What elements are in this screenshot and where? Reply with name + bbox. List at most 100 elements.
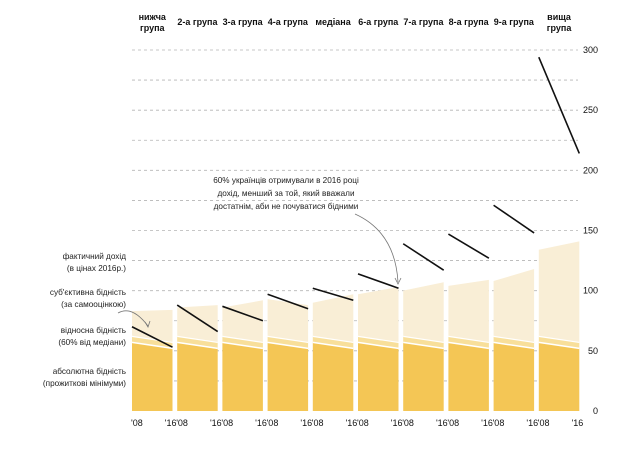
y-axis: 0 50 100 150 200 250 300 bbox=[583, 45, 598, 416]
relative-poverty-area bbox=[448, 336, 489, 349]
annotation-text: достатнім, аби не почуватися бідними bbox=[214, 202, 359, 211]
legend-label: суб'єктивна бідність bbox=[50, 288, 126, 297]
legend-label: (в цінах 2016р.) bbox=[67, 264, 126, 273]
annotation: 60% українців отримували в 2016 році дохі… bbox=[213, 176, 402, 285]
legend-label: відносна бідність bbox=[61, 326, 126, 335]
band-separator bbox=[357, 341, 399, 350]
relative-poverty-area bbox=[132, 336, 173, 349]
band-separator bbox=[267, 335, 309, 344]
year-label: '16 bbox=[165, 418, 177, 428]
year-label: '16 bbox=[436, 418, 448, 428]
legend-label: (за самооцінкою) bbox=[61, 300, 126, 309]
income-line bbox=[493, 204, 535, 234]
relative-poverty-area bbox=[403, 336, 444, 349]
income-line bbox=[357, 273, 399, 290]
legend-label: (прожиткові мінімуми) bbox=[43, 379, 126, 388]
absolute-poverty-area bbox=[403, 342, 444, 411]
year-label: '16 bbox=[346, 418, 358, 428]
legend-label: (60% від медіани) bbox=[58, 338, 126, 347]
group-header: група bbox=[547, 23, 573, 33]
income-line bbox=[402, 243, 445, 271]
relative-poverty-area bbox=[358, 336, 399, 349]
absolute-poverty-area bbox=[132, 342, 173, 411]
group-header: група bbox=[140, 23, 166, 33]
relative-poverty-area bbox=[312, 336, 354, 349]
year-label: '08 bbox=[357, 418, 369, 428]
band-separator bbox=[538, 341, 580, 350]
annotation-text: 60% українців отримували в 2016 році bbox=[213, 176, 359, 185]
band-separator bbox=[177, 341, 218, 350]
absolute-poverty-area bbox=[448, 342, 489, 411]
absolute-poverty-area bbox=[538, 342, 580, 411]
absolute-poverty-area bbox=[177, 342, 218, 411]
year-label: '16 bbox=[210, 418, 222, 428]
band-separator bbox=[493, 341, 535, 350]
income-line bbox=[312, 287, 354, 302]
income-line bbox=[176, 304, 219, 333]
x-axis-years: '08'16'08'16'08'16'08'16'08'16'08'16'08 '… bbox=[131, 418, 583, 428]
income-line bbox=[447, 233, 490, 259]
year-label: '08 bbox=[312, 418, 324, 428]
absolute-poverty-area bbox=[267, 342, 309, 411]
group-header: 7-а група bbox=[403, 17, 444, 27]
subjective-poverty-area bbox=[538, 241, 580, 343]
band-separator bbox=[131, 341, 173, 350]
gridlines bbox=[132, 49, 578, 382]
group-header: вища bbox=[547, 12, 572, 22]
relative-poverty-area bbox=[267, 336, 309, 349]
band-separator bbox=[267, 341, 309, 350]
absolute-poverty-area bbox=[493, 342, 535, 411]
annotation-pointer bbox=[354, 213, 399, 283]
year-label: '16 bbox=[300, 418, 312, 428]
subjective-poverty-area bbox=[403, 282, 444, 343]
band-separator bbox=[403, 335, 444, 344]
band-separator bbox=[448, 341, 490, 350]
annotation-text: дохід, менший за той, який вважали bbox=[217, 189, 354, 198]
absolute-poverty-area bbox=[222, 342, 263, 411]
year-label: '08 bbox=[131, 418, 143, 428]
legend-labels: фактичний дохід (в цінах 2016р.) суб'єктив… bbox=[43, 252, 151, 388]
band-separator bbox=[222, 335, 263, 344]
subjective-poverty-area bbox=[267, 299, 309, 343]
relative-poverty-area bbox=[177, 336, 218, 349]
year-label: '16 bbox=[481, 418, 493, 428]
year-label: '08 bbox=[221, 418, 233, 428]
year-label: '08 bbox=[402, 418, 414, 428]
group-header: 2-а група bbox=[177, 17, 218, 27]
group-header: 4-а група bbox=[268, 17, 309, 27]
subjective-poverty-area bbox=[312, 294, 354, 343]
group-header: 9-а група bbox=[494, 17, 535, 27]
year-label: '08 bbox=[538, 418, 550, 428]
band-separator bbox=[448, 335, 489, 344]
subjective-poverty-area bbox=[358, 287, 399, 343]
group-header: 6-а група bbox=[358, 17, 399, 27]
legend-pointer-head bbox=[144, 320, 151, 328]
poverty-areas bbox=[131, 241, 580, 411]
income-line bbox=[222, 305, 264, 322]
income-line bbox=[267, 293, 309, 310]
y-tick-label: 250 bbox=[583, 105, 598, 115]
subjective-poverty-area bbox=[222, 300, 263, 343]
subjective-poverty-area bbox=[493, 269, 535, 343]
absolute-poverty-area bbox=[358, 342, 399, 411]
group-header: 8-а група bbox=[449, 17, 490, 27]
subjective-poverty-area bbox=[132, 309, 173, 343]
year-label: '16 bbox=[526, 418, 538, 428]
year-label: '08 bbox=[176, 418, 188, 428]
band-separator bbox=[177, 335, 218, 344]
legend-label: фактичний дохід bbox=[63, 252, 127, 261]
band-separator bbox=[222, 341, 264, 350]
year-label: '08 bbox=[493, 418, 505, 428]
relative-poverty-area bbox=[222, 336, 263, 349]
band-separator bbox=[493, 335, 535, 344]
relative-poverty-area bbox=[493, 336, 535, 349]
subjective-poverty-area bbox=[448, 279, 489, 343]
y-tick-label: 200 bbox=[583, 165, 598, 175]
subjective-poverty-area bbox=[177, 305, 218, 343]
group-header: 3-а група bbox=[223, 17, 264, 27]
annotation-pointer-head bbox=[394, 277, 402, 285]
group-header: медіана bbox=[315, 17, 351, 27]
y-tick-label: 300 bbox=[583, 45, 598, 55]
